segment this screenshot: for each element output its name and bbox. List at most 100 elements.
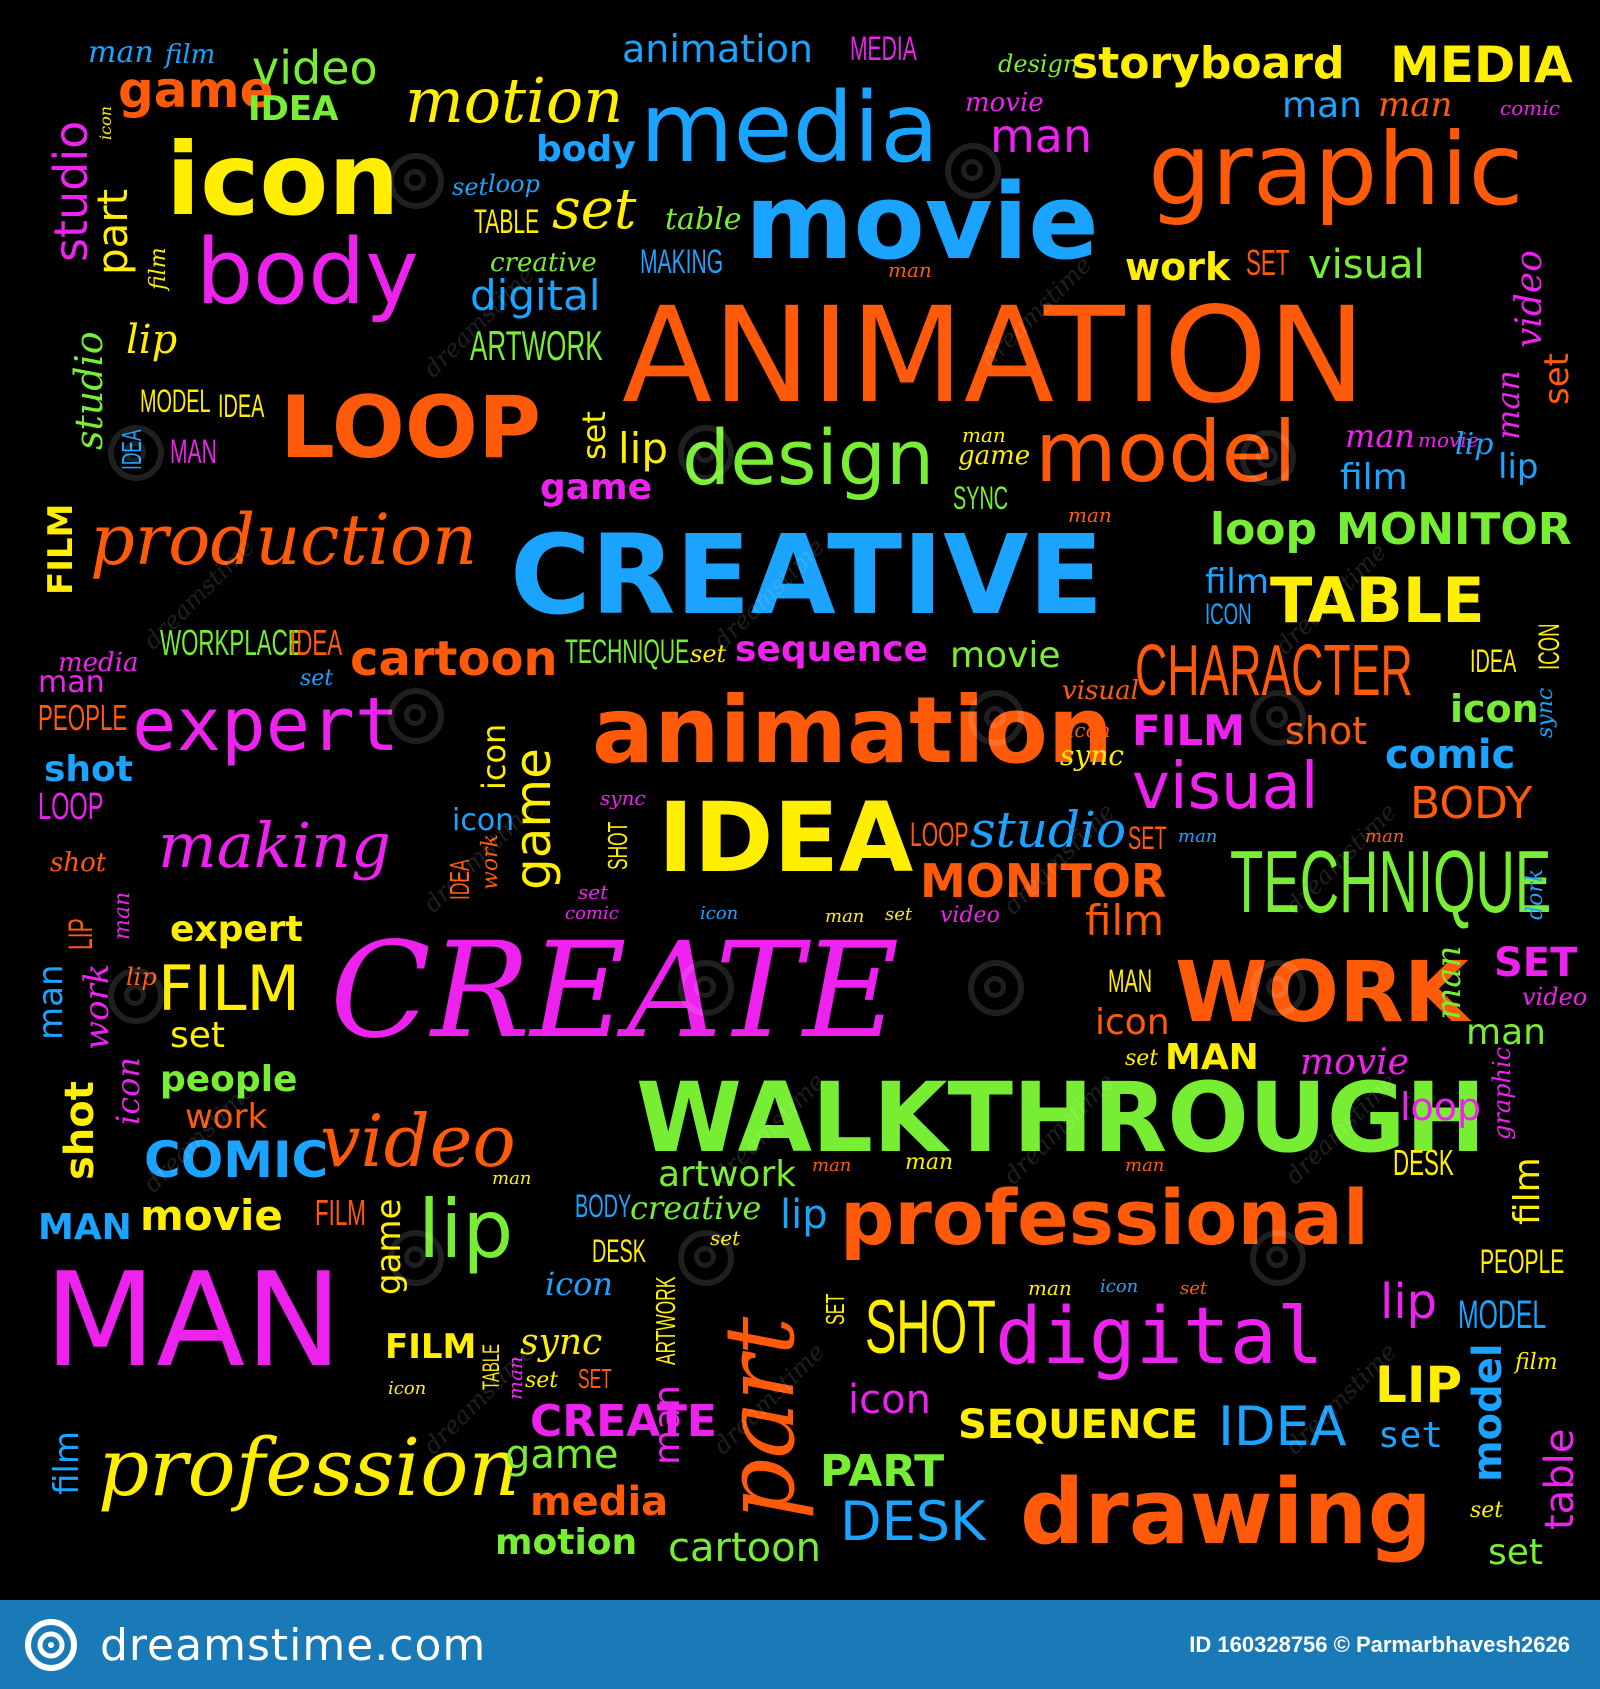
word-icon: icon <box>1068 718 1111 742</box>
word-dork: dork <box>1523 868 1548 920</box>
word-visual: visual <box>1132 750 1319 824</box>
word-man: man <box>31 964 71 1040</box>
word-man: man <box>962 423 1006 447</box>
word-man: man <box>990 109 1093 163</box>
word-animation: animation <box>622 27 814 71</box>
logo-text[interactable]: dreamstime.com <box>100 1620 487 1671</box>
word-movie: movie <box>950 635 1061 676</box>
word-loop: LOOP <box>38 786 104 828</box>
watermark-swirl-icon <box>388 1230 444 1286</box>
word-video: video <box>940 903 1000 928</box>
word-icon: icon <box>1450 687 1539 731</box>
word-set: set <box>1488 1532 1544 1573</box>
word-sync: sync <box>600 786 646 810</box>
word-icon: icon <box>545 1265 614 1303</box>
word-man: MAN <box>44 1244 343 1396</box>
word-set: SET <box>578 1363 612 1394</box>
word-table: TABLE <box>474 203 540 241</box>
watermark-swirl-icon <box>968 690 1024 746</box>
word-game: game <box>505 1432 619 1478</box>
dreamstime-swirl-icon <box>25 1619 77 1671</box>
word-expert: expert <box>170 909 303 950</box>
word-work: WORK <box>1175 943 1469 1041</box>
word-loop: loop <box>488 170 540 198</box>
word-idea: IDEA <box>218 388 265 424</box>
word-technique: TECHNIQUE <box>1230 832 1552 931</box>
word-comic: comic <box>1500 96 1560 120</box>
word-loop: LOOP <box>280 378 541 478</box>
word-media: MEDIA <box>850 30 917 68</box>
word-sequence: SEQUENCE <box>958 1402 1199 1448</box>
word-set: set <box>1180 1278 1208 1299</box>
word-shot: SHOT <box>865 1285 996 1370</box>
word-man: MAN <box>1165 1037 1259 1078</box>
word-icon: icon <box>700 903 739 924</box>
word-film: FILM <box>158 952 300 1025</box>
word-man: man <box>1466 1012 1546 1053</box>
word-man: man <box>88 35 154 70</box>
word-people: PEOPLE <box>38 697 128 738</box>
word-sequence: sequence <box>735 629 929 670</box>
word-people: people <box>160 1059 298 1100</box>
word-film: film <box>146 247 171 290</box>
word-film: film <box>165 40 216 70</box>
word-icon: icon <box>166 121 400 238</box>
word-artwork: ARTWORK <box>650 1276 681 1365</box>
word-set: SET <box>820 1293 850 1325</box>
word-game: game <box>958 441 1031 471</box>
word-graphic: graphic <box>1488 1046 1516 1140</box>
word-film: FILM <box>315 1192 366 1233</box>
word-animation: animation <box>592 677 1114 784</box>
word-body: BODY <box>1410 778 1533 829</box>
word-man: man <box>38 665 105 700</box>
word-set: set <box>690 640 727 668</box>
word-monitor: MONITOR <box>920 854 1167 908</box>
word-man: man <box>1378 85 1453 125</box>
word-making: MAKING <box>640 243 724 281</box>
word-game: game <box>118 61 274 119</box>
word-digital: digital <box>995 1292 1324 1382</box>
word-movie: movie <box>745 161 1099 283</box>
word-man: man <box>1125 1155 1165 1176</box>
word-game: game <box>540 467 652 508</box>
watermark-swirl-icon <box>1250 960 1306 1016</box>
word-artwork: artwork <box>658 1154 797 1195</box>
word-man: man <box>1345 417 1416 455</box>
word-model: MODEL <box>1458 1293 1547 1337</box>
word-film: film <box>1340 457 1408 498</box>
word-set: SET <box>1128 820 1167 856</box>
word-sync: sync <box>1533 687 1558 738</box>
word-lip: lip <box>618 424 668 473</box>
word-movie: movie <box>1418 428 1479 452</box>
word-set: set <box>525 1368 559 1393</box>
word-man: man <box>1178 826 1218 847</box>
word-man: MAN <box>170 433 217 471</box>
word-movie: movie <box>140 1191 283 1240</box>
word-media: media <box>58 648 139 678</box>
word-set: set <box>452 173 489 201</box>
word-icon: icon <box>452 803 515 838</box>
word-lip: lip <box>1498 447 1539 487</box>
word-table: table <box>665 202 742 237</box>
word-set: set <box>575 411 613 460</box>
word-storyboard: storyboard <box>1072 38 1345 89</box>
word-set: set <box>170 1015 226 1056</box>
word-comic: comic <box>565 903 619 924</box>
word-idea: IDEA <box>248 89 339 129</box>
word-monitor: MONITOR <box>1336 504 1572 555</box>
watermark-swirl-icon <box>678 1230 734 1286</box>
word-film: film <box>47 1431 87 1495</box>
word-set: SET <box>1494 940 1578 986</box>
word-sync: sync <box>1060 739 1124 772</box>
word-studio: studio <box>970 801 1127 859</box>
word-media: media <box>530 1479 669 1525</box>
word-man: man <box>812 1155 852 1176</box>
word-expert: expert <box>132 682 400 768</box>
word-idea: IDEA <box>1470 643 1517 679</box>
word-video: video <box>252 41 378 95</box>
watermark-swirl-icon <box>968 960 1024 1016</box>
word-set: set <box>885 904 913 925</box>
footer-bar: dreamstime.com ID 160328756 © Parmarbhav… <box>0 1600 1600 1689</box>
word-desk: DESK <box>592 1233 647 1269</box>
word-workplace: WORKPLACE <box>160 622 303 663</box>
